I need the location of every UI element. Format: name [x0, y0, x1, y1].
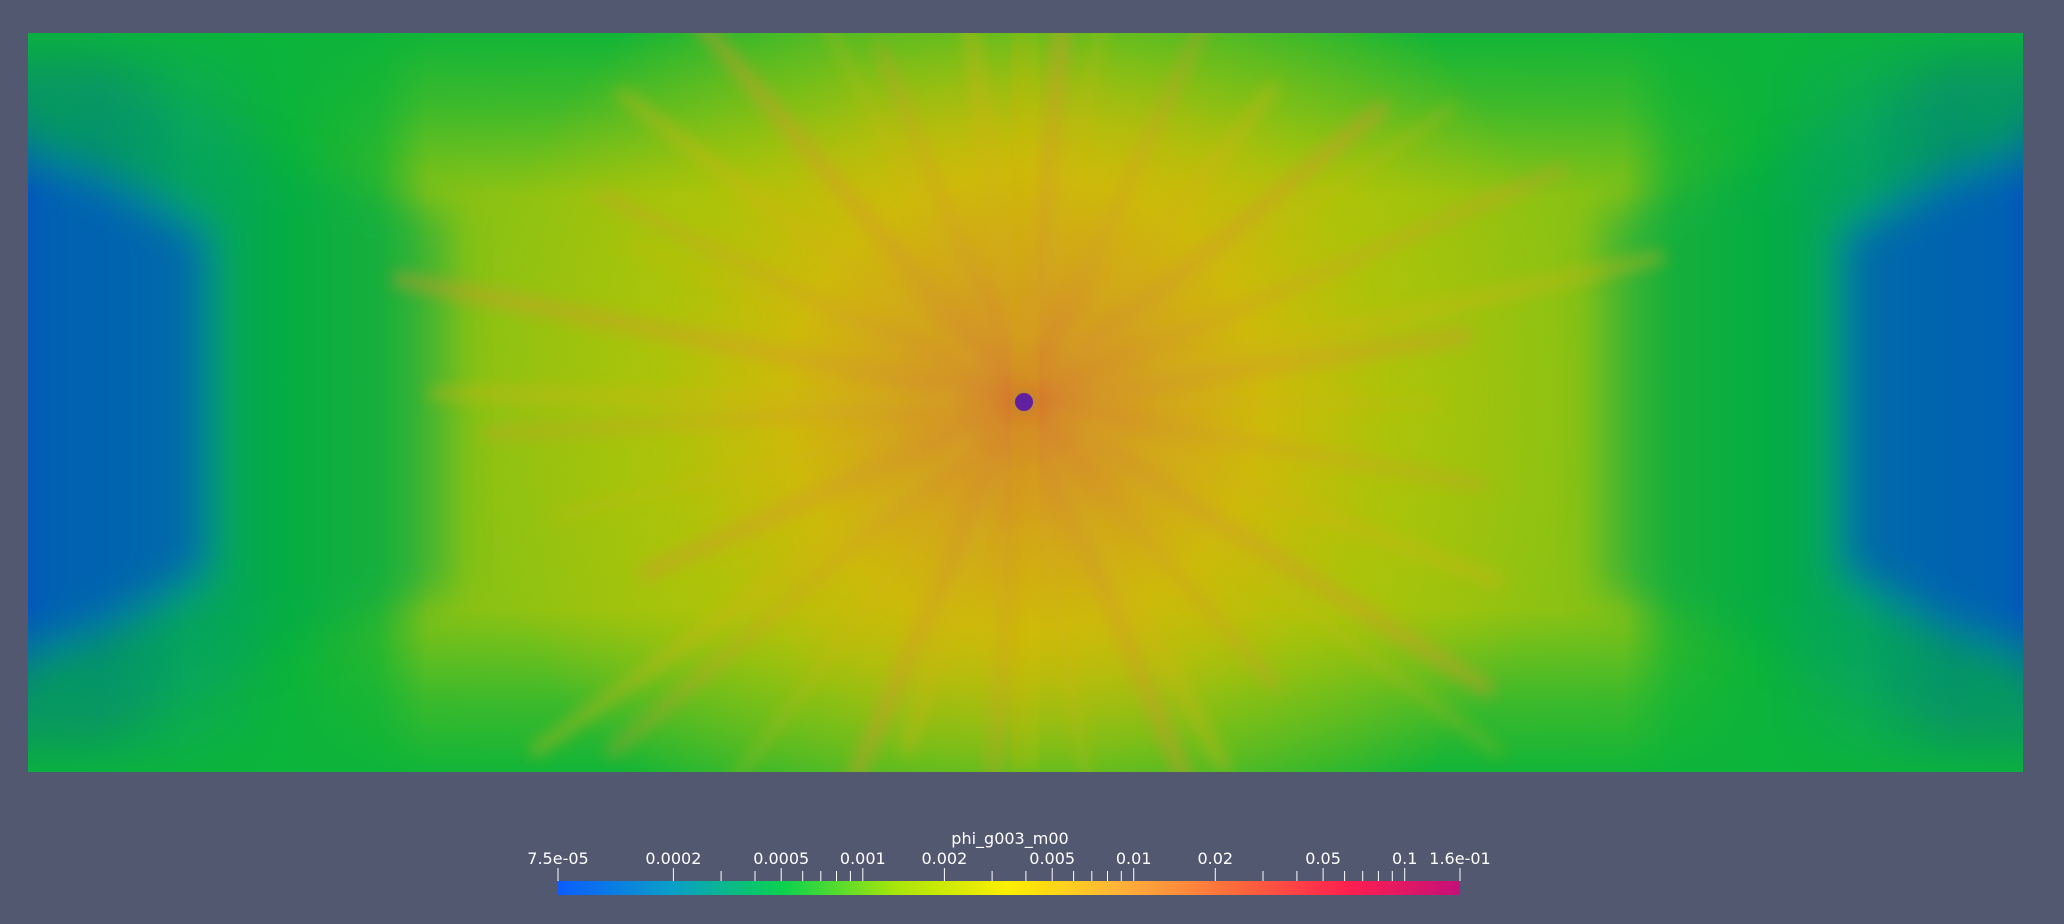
radial-streak — [430, 387, 1025, 408]
colorbar-svg: phi_g003_m00 7.5e-05 0.0002 0.0005 0.001 0.0… — [527, 829, 1491, 895]
radial-streak — [1022, 327, 1474, 410]
colorbar-tick-label: 7.5e-05 — [527, 849, 588, 868]
radial-streak — [484, 397, 1025, 439]
source-center — [1015, 393, 1033, 411]
radial-streak — [698, 33, 1030, 407]
radial-streak — [1022, 399, 1503, 757]
radial-streak — [1020, 395, 1497, 698]
colorbar-ticks — [557, 868, 1461, 881]
radial-streak — [1023, 397, 1488, 491]
radial-streak — [528, 397, 1028, 758]
radial-streak — [624, 241, 1026, 405]
radial-streak — [874, 42, 1029, 404]
colorbar-tick-labels: 7.5e-05 0.0002 0.0005 0.001 0.002 0.005 0.01 0.… — [527, 849, 1490, 868]
radial-streak — [1017, 399, 1191, 772]
radial-streaks — [392, 33, 1665, 772]
colorbar-gradient — [558, 881, 1460, 895]
colorbar-tick-label: 0.0005 — [753, 849, 809, 868]
radial-streak — [737, 400, 1027, 772]
field-visualization[interactable] — [28, 33, 2023, 772]
radial-streak — [827, 33, 1027, 404]
colorbar-tick-label: 0.01 — [1116, 849, 1152, 868]
radial-streak — [392, 270, 1026, 410]
colorbar-tick-label: 0.05 — [1305, 849, 1341, 868]
colorbar-tick-label: 0.005 — [1029, 849, 1075, 868]
colorbar-tick-label: 0.0002 — [645, 849, 701, 868]
radial-streak — [1021, 396, 1507, 590]
colorbar-tick-label: 0.1 — [1392, 849, 1417, 868]
radial-streak — [1021, 401, 1089, 772]
radial-streak — [1020, 399, 1284, 694]
radial-streak — [1022, 102, 1458, 405]
radial-streak — [554, 399, 1025, 520]
colorbar-tick-label: 1.6e-01 — [1429, 849, 1490, 868]
radial-streak — [1021, 33, 1104, 403]
radial-streak — [1019, 99, 1391, 408]
radial-streak — [1019, 81, 1281, 406]
color-legend: phi_g003_m00 7.5e-05 0.0002 0.0005 0.001 0.0… — [500, 826, 1520, 924]
radial-streak — [595, 188, 1026, 407]
radial-streak — [1022, 162, 1569, 407]
radial-streak — [1022, 250, 1665, 408]
radial-streak — [604, 398, 1027, 760]
colorbar-title: phi_g003_m00 — [951, 829, 1068, 849]
radial-streak — [1019, 33, 1205, 404]
radial-streak — [848, 398, 1031, 772]
colorbar-tick-label: 0.002 — [921, 849, 967, 868]
radial-streak — [614, 86, 1028, 407]
colorbar-tick-label: 0.001 — [840, 849, 886, 868]
colorbar-tick-label: 0.02 — [1197, 849, 1233, 868]
radial-streak — [636, 395, 1028, 583]
